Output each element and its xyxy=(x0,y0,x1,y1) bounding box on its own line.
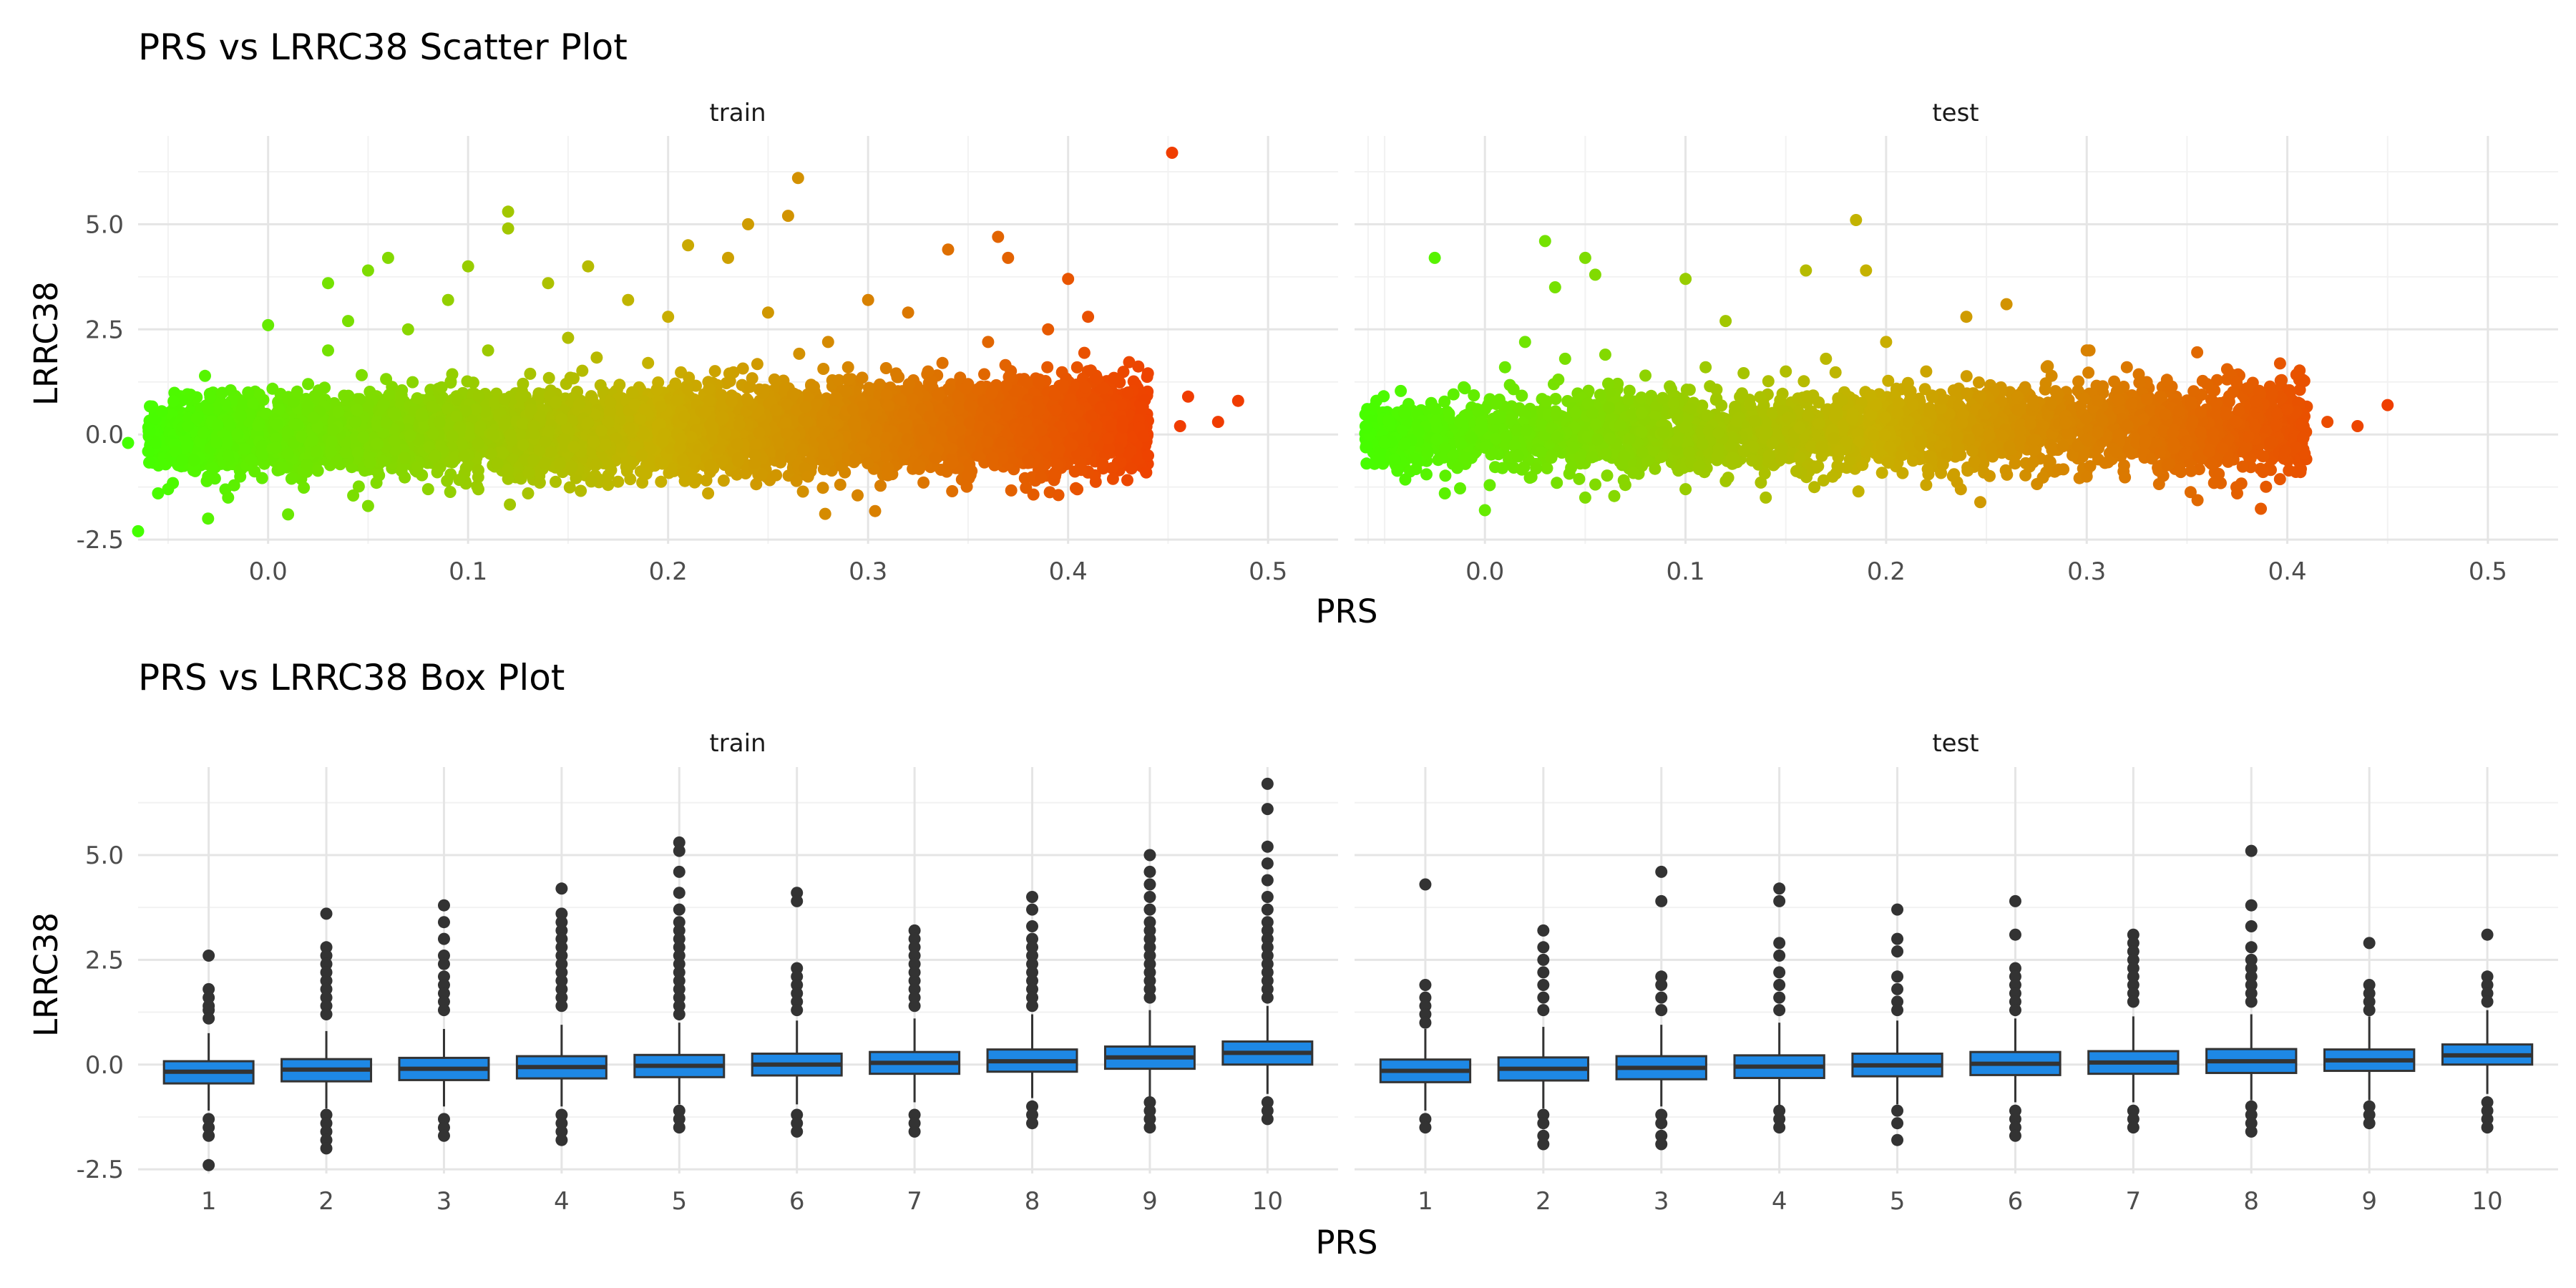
scatter-point xyxy=(524,367,537,380)
scatter-point xyxy=(793,347,806,360)
scatter-point xyxy=(444,486,457,498)
scatter-point xyxy=(874,378,886,391)
scatter-point xyxy=(356,369,368,381)
scatter-point xyxy=(669,377,682,390)
scatter-point xyxy=(751,358,763,371)
scatter-point xyxy=(717,474,730,487)
scatter-point xyxy=(550,475,562,488)
scatter-point xyxy=(869,504,882,517)
scatter-point xyxy=(575,484,587,497)
scatter-point xyxy=(834,478,847,491)
scatter-point xyxy=(723,367,736,380)
scatter-point xyxy=(542,371,555,384)
scatter-point xyxy=(770,469,783,482)
scatter-point xyxy=(978,368,990,381)
scatter-point xyxy=(406,376,419,389)
scatter-point xyxy=(1041,361,1054,374)
scatter-point xyxy=(750,478,763,491)
scatter-point xyxy=(1005,484,1018,497)
scatter-point xyxy=(1068,465,1081,478)
grid-layer xyxy=(138,136,2558,1174)
scatter-point xyxy=(1123,356,1136,369)
scatter-point xyxy=(999,358,1012,371)
scatter-point xyxy=(1096,457,1109,470)
scatter-point xyxy=(1052,489,1065,502)
scatter-point xyxy=(1070,361,1083,374)
scatter-point xyxy=(1078,346,1091,359)
scatter-point xyxy=(817,363,830,375)
scatter-point xyxy=(461,375,474,388)
mark-layer xyxy=(122,147,2534,1171)
scatter-point xyxy=(708,365,721,378)
scatter-point xyxy=(819,507,831,520)
boxplot-title: PRS vs LRRC38 Box Plot xyxy=(138,657,565,698)
scatter-point xyxy=(1121,474,1133,487)
scatter-point xyxy=(504,498,517,511)
scatter-point xyxy=(852,489,864,502)
scatter-point xyxy=(590,351,603,364)
scatter-point xyxy=(681,382,694,395)
scatter-point xyxy=(594,379,607,391)
scatter-point xyxy=(285,472,298,485)
scatter-point xyxy=(1117,366,1130,379)
scatter-point xyxy=(532,387,545,400)
scatter-point xyxy=(936,356,949,369)
scatter-point xyxy=(298,482,311,494)
scatter-point xyxy=(879,362,892,374)
scatter-point xyxy=(1020,482,1033,494)
scatter-point xyxy=(613,379,626,391)
scatter-point xyxy=(917,476,930,489)
scatter-point xyxy=(856,371,869,384)
scatter-point xyxy=(199,369,211,382)
scatter-title: PRS vs LRRC38 Scatter Plot xyxy=(138,26,628,68)
scatter-point xyxy=(565,460,578,473)
scatter-point xyxy=(736,362,749,375)
